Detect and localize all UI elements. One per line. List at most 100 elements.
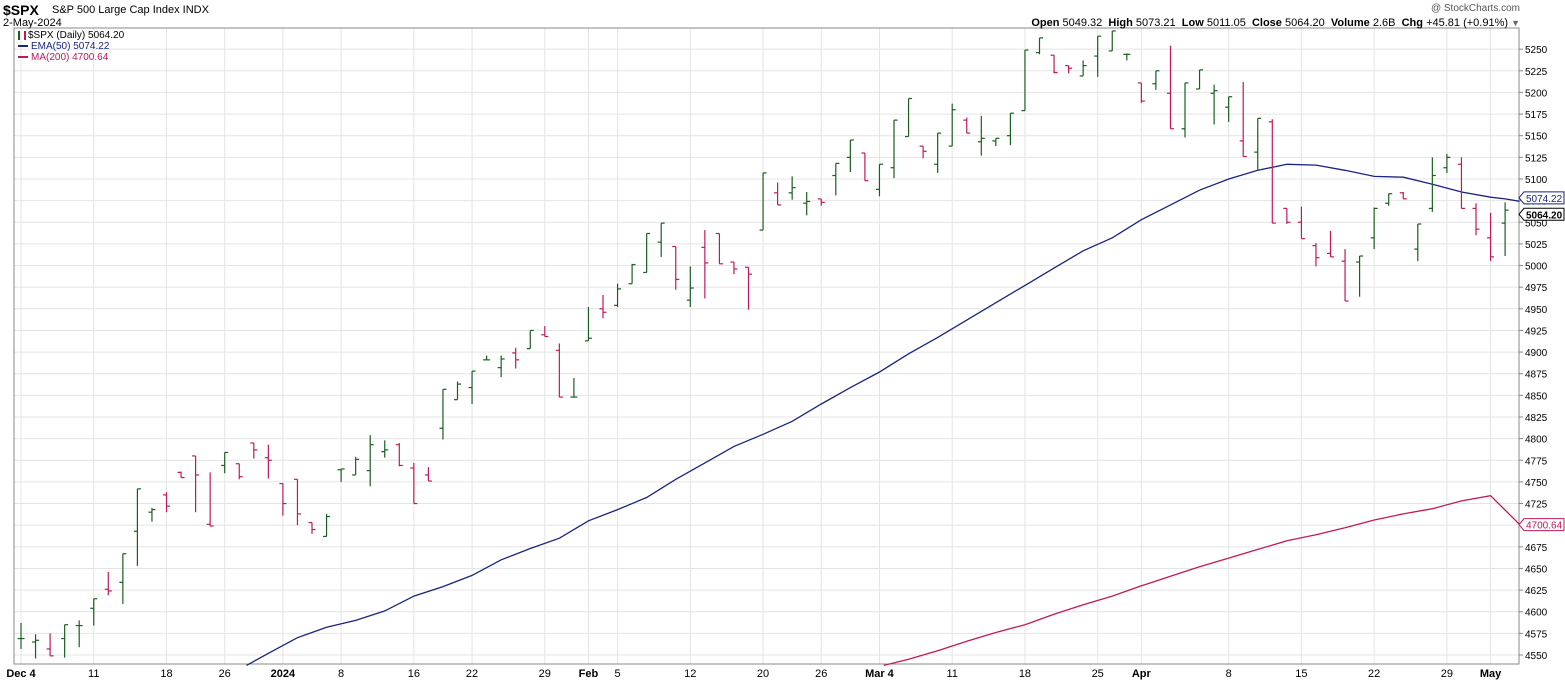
ohlc-bar: [90, 598, 98, 626]
ohlc-bar: [919, 145, 927, 159]
ticker-description: S&P 500 Large Cap Index INDX: [52, 4, 209, 16]
ema-last-tag-text: 5074.22: [1526, 194, 1563, 205]
ohlc-bar: [1152, 70, 1160, 90]
x-tick-label: 29: [1441, 668, 1453, 680]
ohlc-bar: [1472, 203, 1480, 236]
ohlc-bar: [1036, 37, 1043, 55]
ohlc-bar: [526, 329, 534, 350]
x-tick-label: 22: [1368, 668, 1380, 680]
close-last-tag-text: 5064.20: [1526, 210, 1563, 221]
y-tick-label: 4575: [1525, 629, 1548, 640]
y-tick-label: 5000: [1525, 262, 1548, 273]
ohlc-bar: [1166, 45, 1174, 130]
ohlc-bar: [1108, 30, 1116, 52]
ohlc-bar: [584, 307, 592, 342]
ohlc-bar: [1443, 153, 1451, 173]
ohlc-bar: [628, 263, 636, 285]
bar-icon: [18, 30, 26, 40]
y-tick-label: 4875: [1525, 370, 1548, 381]
ohlc-bar: [541, 326, 549, 338]
y-tick-label: 5050: [1525, 218, 1548, 229]
ohlc-bar: [221, 451, 229, 474]
y-tick-label: 4850: [1525, 391, 1548, 402]
ohlc-bar: [410, 462, 418, 505]
ohlc-bar: [1021, 49, 1029, 112]
y-tick-label: 4650: [1525, 564, 1548, 575]
ohlc-bar: [555, 343, 563, 398]
ohlc-bar: [454, 381, 461, 401]
ohlc-bar: [468, 370, 476, 405]
volume-label: Volume: [1330, 17, 1370, 29]
ohlc-bar: [846, 139, 854, 173]
ohlc-bar: [381, 440, 389, 458]
ohlc-bar: [1283, 207, 1291, 224]
ohlc-bar: [264, 444, 272, 479]
x-axis: Dec 4 11 18 26 2024 8 16 22 29 Feb 5 12 20 26 Mar 4 11 1…: [6, 668, 1502, 680]
ohlc-bar: [395, 442, 403, 467]
volume-value: 2.6B: [1372, 17, 1396, 29]
ohlc-bar: [497, 355, 505, 378]
collapse-arrow-icon[interactable]: ▼: [1511, 18, 1520, 28]
ema50-line: [246, 163, 1520, 666]
ohlc-bar: [614, 283, 622, 308]
ohlc-bar: [1457, 157, 1465, 210]
ohlc-bar: [948, 103, 956, 147]
y-tick-label: 5125: [1525, 153, 1548, 164]
y-tick-label: 4800: [1525, 435, 1548, 446]
x-tick-label: 29: [539, 668, 551, 680]
ohlc-bar: [1385, 193, 1393, 206]
ema-last-tag: 5074.22: [1518, 191, 1565, 205]
ohlc-bar: [788, 176, 796, 200]
ohlc-bar: [759, 172, 767, 231]
ma200-line: [883, 495, 1521, 667]
legend-ema-label: EMA(50) 5074.22: [31, 41, 110, 52]
high-label: High: [1108, 17, 1133, 29]
close-last-tag: 5064.20: [1518, 207, 1565, 221]
ohlc-bar: [1327, 230, 1334, 258]
ema-swatch: [18, 45, 28, 48]
ohlc-bar: [61, 624, 69, 658]
ohlc-bar: [293, 478, 301, 526]
ohlc-bar: [1079, 60, 1087, 77]
ohlc-bar: [934, 132, 942, 173]
y-tick-label: 4825: [1525, 413, 1548, 424]
low-value: 5011.05: [1206, 17, 1246, 29]
legend-ema: EMA(50) 5074.22: [18, 41, 109, 52]
ohlc-bar: [1065, 64, 1073, 74]
last-value-tags: 5074.22 5064.20 4700.64: [1518, 191, 1565, 532]
y-tick-label: 4925: [1525, 326, 1548, 337]
ohlc-bar: [1181, 82, 1189, 138]
high-value: 5073.21: [1135, 17, 1176, 29]
legend-ma: MA(200) 4700.64: [18, 52, 108, 63]
ohlc-bar: [1268, 119, 1276, 224]
ohlc-bar: [323, 513, 331, 538]
ohlc-bar: [148, 507, 156, 522]
ticker-symbol: $SPX: [3, 2, 39, 18]
ohlc-bar: [235, 463, 243, 480]
y-tick-label: 4950: [1525, 305, 1548, 316]
ohlc-bar: [1356, 255, 1364, 297]
ma-last-tag-text: 4700.64: [1526, 521, 1563, 532]
ohlc-bar: [992, 137, 1000, 147]
ohlc-bar: [250, 442, 258, 459]
ohlc-bar: [512, 347, 520, 369]
ohlc-bar: [817, 198, 825, 206]
plot-frame: [13, 27, 1520, 665]
y-tick-label: 5175: [1525, 110, 1548, 121]
ohlc-bar: [177, 471, 185, 479]
ema-last-tag-box: [1518, 191, 1565, 205]
x-tick-label: 11: [88, 668, 99, 680]
ohlc-bar: [163, 492, 170, 513]
ohlc-bar: [1428, 157, 1436, 212]
ma-swatch: [18, 56, 28, 59]
ohlc-bar: [483, 355, 491, 361]
open-value: 5049.32: [1062, 17, 1103, 29]
x-tick-label: 20: [757, 668, 769, 680]
chg-label: Chg: [1401, 17, 1423, 29]
y-tick-label: 5025: [1525, 240, 1548, 251]
legend-price: $SPX (Daily) 5064.20: [18, 30, 124, 41]
legend-price-label: $SPX (Daily) 5064.20: [28, 30, 125, 41]
y-tick-label: 4750: [1525, 478, 1548, 489]
ohlc-bar: [1123, 53, 1131, 61]
ohlc-bar: [337, 468, 345, 482]
